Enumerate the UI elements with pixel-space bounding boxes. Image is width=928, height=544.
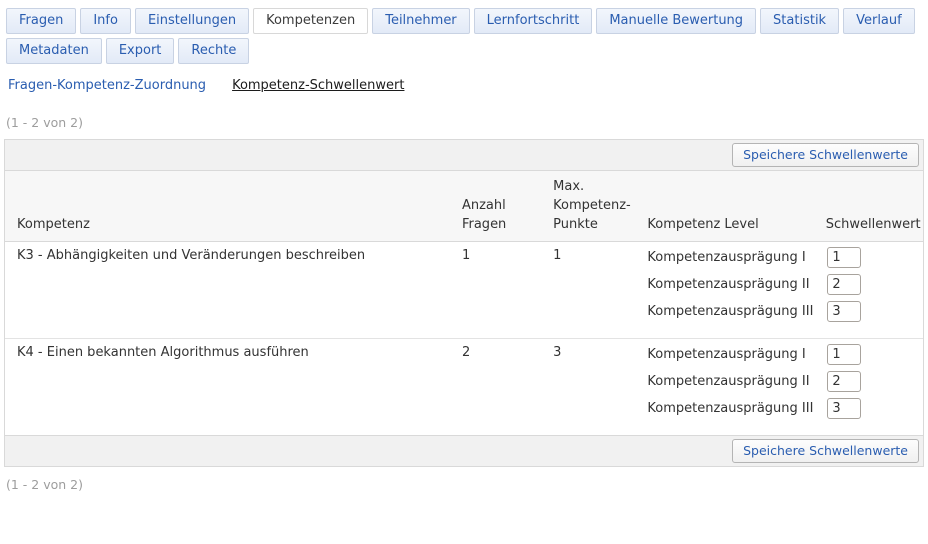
level-label: Kompetenzausprägung II <box>647 374 810 389</box>
toolbar-bottom: Speichere Schwellenwerte <box>5 435 923 466</box>
threshold-input[interactable] <box>827 371 862 392</box>
threshold-input[interactable] <box>827 274 862 295</box>
threshold-input[interactable] <box>827 301 862 322</box>
competency-name: K4 - Einen bekannten Algorithmus ausführ… <box>17 345 309 360</box>
level-label: Kompetenzausprägung III <box>647 401 814 416</box>
save-thresholds-button-bottom[interactable]: Speichere Schwellenwerte <box>732 439 919 463</box>
tab-fragen[interactable]: Fragen <box>6 8 77 34</box>
threshold-input[interactable] <box>827 344 862 365</box>
table-row: K4 - Einen bekannten Algorithmus ausführ… <box>5 339 923 436</box>
tab-lernfortschritt[interactable]: Lernfortschritt <box>473 8 593 34</box>
tab-verlauf[interactable]: Verlauf <box>843 8 915 34</box>
threshold-input[interactable] <box>827 398 862 419</box>
tab-metadaten[interactable]: Metadaten <box>6 38 102 64</box>
levels-cell: Kompetenzausprägung I Kompetenzausprägun… <box>640 241 923 339</box>
main-tab-row-1: Fragen Info Einstellungen Kompetenzen Te… <box>6 8 922 68</box>
competency-table: Kompetenz Anzahl Fragen Max. Kompetenz-P… <box>5 171 923 435</box>
level-label: Kompetenzausprägung I <box>647 347 806 362</box>
save-thresholds-button-top[interactable]: Speichere Schwellenwerte <box>732 143 919 167</box>
tab-statistik[interactable]: Statistik <box>760 8 840 34</box>
header-kompetenz-level: Kompetenz Level <box>640 171 819 242</box>
level-row: Kompetenzausprägung II <box>647 274 919 295</box>
level-row: Kompetenzausprägung III <box>647 398 919 419</box>
level-row: Kompetenzausprägung I <box>647 247 919 268</box>
tab-einstellungen[interactable]: Einstellungen <box>134 8 250 34</box>
level-label: Kompetenzausprägung II <box>647 277 810 292</box>
level-label: Kompetenzausprägung III <box>647 304 814 319</box>
tab-kompetenzen[interactable]: Kompetenzen <box>253 8 369 34</box>
subtab-fragen-kompetenz-zuordnung[interactable]: Fragen-Kompetenz-Zuordnung <box>8 78 207 93</box>
subtab-kompetenz-schwellenwert[interactable]: Kompetenz-Schwellenwert <box>232 78 405 93</box>
pagination-top: (1 - 2 von 2) <box>6 115 83 130</box>
levels-cell: Kompetenzausprägung I Kompetenzausprägun… <box>640 339 923 436</box>
header-anzahl-fragen: Anzahl Fragen <box>454 171 547 242</box>
max-points: 3 <box>553 345 562 360</box>
competency-name: K3 - Abhängigkeiten und Veränderungen be… <box>5 241 455 339</box>
question-count: 1 <box>454 241 547 339</box>
threshold-input[interactable] <box>827 247 862 268</box>
level-row: Kompetenzausprägung III <box>647 301 919 322</box>
header-kompetenz: Kompetenz <box>5 171 455 242</box>
max-points: 1 <box>546 241 641 339</box>
level-row: Kompetenzausprägung II <box>647 371 919 392</box>
sub-tab-bar: Fragen-Kompetenz-Zuordnung Kompetenz-Sch… <box>0 68 928 93</box>
tab-info[interactable]: Info <box>80 8 131 34</box>
table-row: K3 - Abhängigkeiten und Veränderungen be… <box>5 241 923 339</box>
tab-manuelle-bewertung[interactable]: Manuelle Bewertung <box>596 8 757 34</box>
page: Fragen Info Einstellungen Kompetenzen Te… <box>0 0 928 492</box>
tab-export[interactable]: Export <box>105 38 175 64</box>
tab-rechte[interactable]: Rechte <box>178 38 250 64</box>
pagination-bottom: (1 - 2 von 2) <box>6 477 83 492</box>
level-row: Kompetenzausprägung I <box>647 344 919 365</box>
main-tab-bar: Fragen Info Einstellungen Kompetenzen Te… <box>0 0 928 68</box>
header-schwellenwert: Schwellenwert <box>818 171 923 242</box>
level-label: Kompetenzausprägung I <box>647 250 806 265</box>
header-max-punkte: Max. Kompetenz-Punkte <box>546 171 641 242</box>
question-count: 2 <box>461 345 471 360</box>
toolbar-top: Speichere Schwellenwerte <box>5 140 923 171</box>
threshold-table: Speichere Schwellenwerte Kompetenz Anzah… <box>4 139 924 467</box>
table-header-row: Kompetenz Anzahl Fragen Max. Kompetenz-P… <box>5 171 923 242</box>
tab-teilnehmer[interactable]: Teilnehmer <box>372 8 470 34</box>
